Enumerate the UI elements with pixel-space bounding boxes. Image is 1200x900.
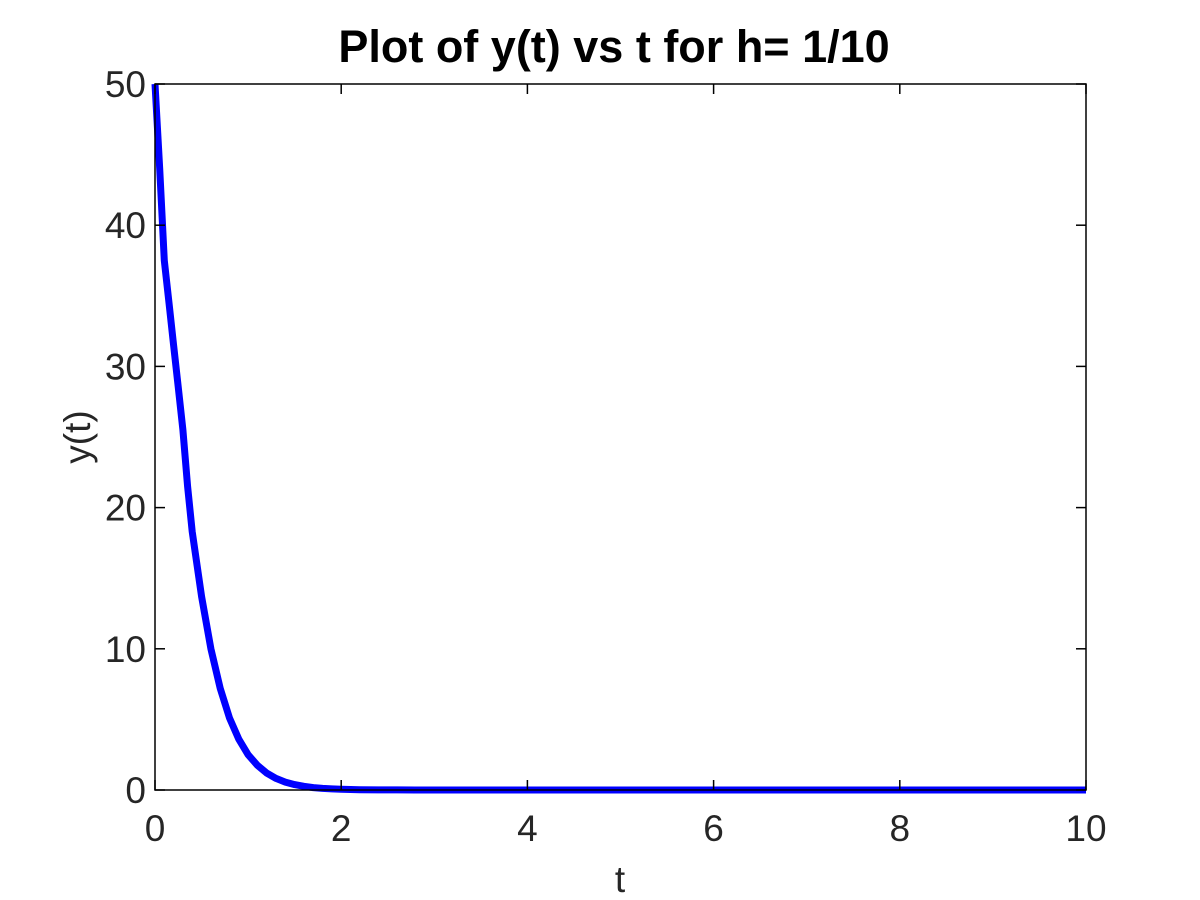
series-line <box>151 83 1086 794</box>
x-axis-label: t <box>615 859 626 900</box>
y-tick-label: 50 <box>105 64 146 105</box>
plot-area-box <box>154 83 1087 791</box>
y-tick-label: 10 <box>105 629 146 670</box>
x-tick-label: 6 <box>703 808 724 849</box>
y-tick-label: 40 <box>105 205 146 246</box>
chart-title: Plot of y(t) vs t for h= 1/10 <box>338 21 889 72</box>
plot-series <box>151 83 1086 794</box>
y-axis-label: y(t) <box>57 410 98 463</box>
x-tick-label: 4 <box>517 808 538 849</box>
x-tick-label: 10 <box>1065 808 1106 849</box>
x-tick-label: 0 <box>145 808 166 849</box>
x-tick-label: 8 <box>890 808 911 849</box>
y-tick-label: 20 <box>105 488 146 529</box>
x-axis: 0 2 4 6 8 10 <box>145 84 1107 849</box>
y-tick-label: 30 <box>105 346 146 387</box>
y-tick-label: 0 <box>125 770 146 811</box>
x-tick-label: 2 <box>331 808 352 849</box>
y-axis: 0 10 20 30 40 50 <box>105 64 1086 811</box>
